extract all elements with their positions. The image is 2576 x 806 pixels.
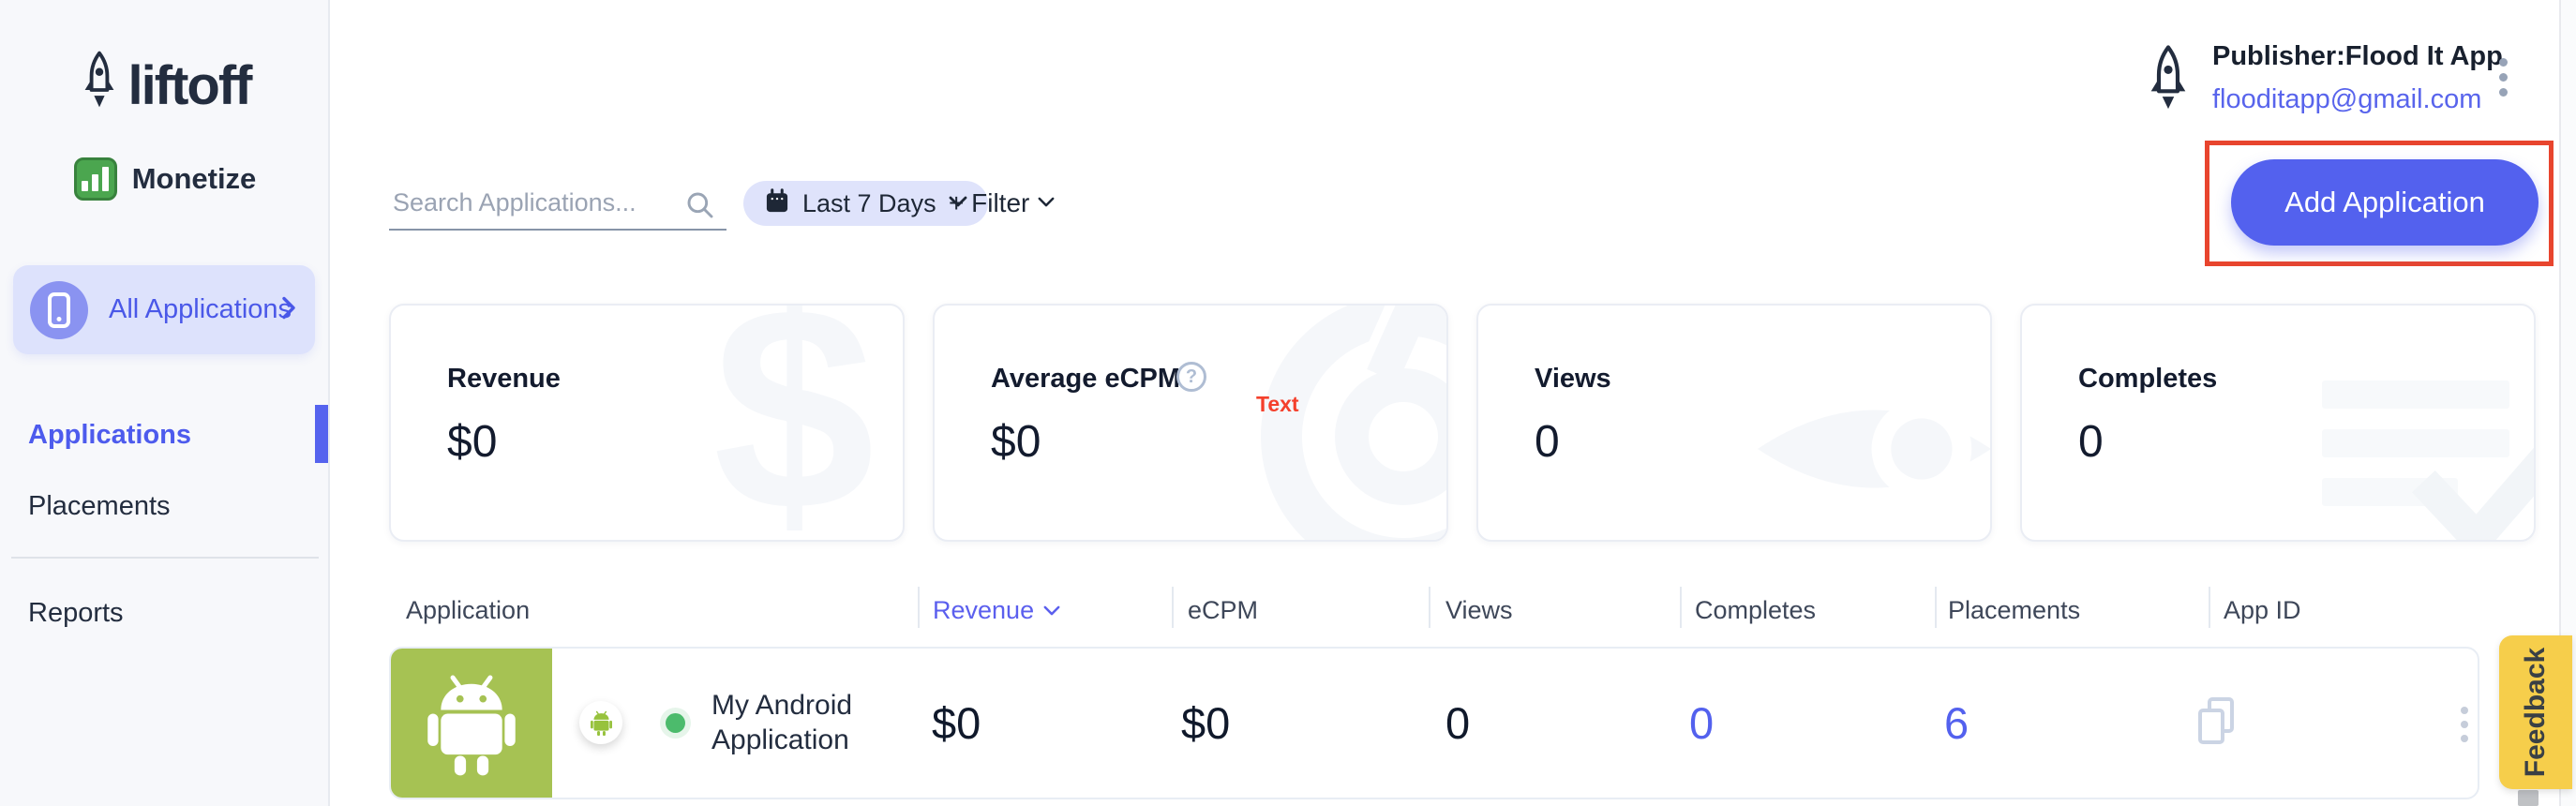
stat-card-revenue: $ Revenue $0	[389, 304, 905, 542]
liftoff-logo: liftoff	[0, 49, 330, 123]
chevron-down-icon	[949, 195, 967, 212]
dollar-watermark-icon: $	[712, 304, 875, 542]
product-label: Monetize	[131, 162, 257, 195]
add-application-button[interactable]: Add Application	[2231, 159, 2539, 246]
column-divider	[918, 587, 920, 628]
platform-badge	[579, 701, 622, 744]
stat-card-completes: Completes 0	[2020, 304, 2536, 542]
active-nav-indicator	[315, 405, 328, 463]
cell-views: 0	[1445, 698, 1471, 748]
card-value: $0	[991, 417, 1041, 467]
search-icon	[685, 190, 715, 225]
sort-chevron-down-icon	[1043, 605, 1060, 616]
column-divider	[1935, 587, 1937, 628]
brand-name: liftoff	[127, 55, 253, 116]
monetize-bars-icon	[73, 157, 117, 201]
sidebar-item-placements[interactable]: Placements	[28, 491, 171, 521]
stat-card-average-ecpm: Average eCPM ? Text $0	[933, 304, 1448, 542]
date-range-dropdown[interactable]: Last 7 Days	[743, 181, 988, 226]
help-icon[interactable]: ?	[1176, 362, 1206, 392]
copy-app-id-icon[interactable]	[2198, 697, 2241, 750]
sidebar-item-reports[interactable]: Reports	[28, 598, 124, 628]
filter-dropdown[interactable]: + Filter	[949, 181, 1055, 226]
column-divider	[1680, 587, 1682, 628]
row-menu-kebab-icon[interactable]	[2461, 707, 2468, 742]
chevron-down-icon	[1038, 195, 1055, 212]
chevron-right-icon	[281, 295, 296, 324]
card-value: 0	[2078, 417, 2104, 467]
feedback-label: Feedback	[2520, 647, 2551, 778]
android-app-tile	[391, 649, 552, 798]
column-header-label: Revenue	[933, 596, 1035, 624]
sidebar-item-applications[interactable]: Applications	[28, 420, 192, 450]
column-divider	[1429, 587, 1430, 628]
publisher-email-link[interactable]: flooditapp@gmail.com	[2212, 84, 2482, 114]
sidebar-divider	[11, 557, 319, 559]
column-header-placements[interactable]: Placements	[1948, 596, 2081, 624]
product-monetize: Monetize	[0, 157, 330, 201]
publisher-menu-kebab-icon[interactable]	[2499, 58, 2508, 97]
copy-front-sheet	[2198, 709, 2224, 744]
eye-watermark-icon	[1757, 398, 1990, 500]
rocket-logo-icon	[80, 49, 119, 123]
list-checkmark-watermark-icon	[2322, 381, 2534, 540]
column-divider	[2209, 587, 2210, 628]
vertical-scrollbar-thumb[interactable]	[2518, 790, 2539, 806]
publisher-name: Publisher:Flood It App	[2212, 41, 2503, 71]
card-title: Completes	[2078, 364, 2218, 394]
column-header-completes[interactable]: Completes	[1695, 596, 1817, 624]
card-title: Revenue	[447, 364, 561, 394]
status-active-dot	[666, 713, 685, 733]
all-applications-label: All Applications	[109, 294, 292, 324]
card-value: 0	[1535, 417, 1560, 467]
column-divider	[1172, 587, 1174, 628]
card-title: Views	[1535, 364, 1611, 394]
feedback-tab[interactable]: Feedback	[2499, 635, 2572, 789]
annotation-highlight-box	[2205, 141, 2554, 266]
column-header-revenue-sorted[interactable]: Revenue	[933, 596, 1060, 625]
column-header-application[interactable]: Application	[406, 596, 531, 624]
sidebar-item-all-applications[interactable]: All Applications	[13, 265, 315, 354]
sidebar: liftoff Monetize All Applications Applic…	[0, 0, 330, 806]
stat-card-views: Views 0	[1476, 304, 1992, 542]
filter-label: + Filter	[949, 188, 1030, 217]
vertical-scrollbar-track[interactable]	[2559, 0, 2576, 806]
android-platform-icon	[590, 710, 612, 736]
publisher-rocket-icon	[2145, 41, 2192, 130]
column-header-ecpm[interactable]: eCPM	[1188, 596, 1259, 624]
phone-circle-icon	[30, 280, 88, 339]
search-input[interactable]	[389, 176, 726, 231]
radial-rings-watermark-icon	[1261, 306, 1446, 540]
cell-placements-link[interactable]: 6	[1944, 698, 1969, 748]
cell-ecpm: $0	[1181, 698, 1231, 748]
android-robot-icon	[427, 674, 516, 775]
calendar-icon	[764, 187, 790, 219]
table-row-my-android-application[interactable]: My Android Application $0 $0 0 0 6	[389, 647, 2479, 799]
card-title: Average eCPM	[991, 364, 1181, 394]
annotation-text-label: Text	[1256, 392, 1299, 416]
smartphone-icon	[48, 291, 70, 328]
date-range-value: Last 7 Days	[802, 188, 936, 217]
column-header-app-id[interactable]: App ID	[2224, 596, 2301, 624]
column-header-views[interactable]: Views	[1445, 596, 1513, 624]
cell-completes-link[interactable]: 0	[1689, 698, 1715, 748]
application-name[interactable]: My Android Application	[711, 690, 853, 755]
cell-revenue: $0	[932, 698, 981, 748]
card-value: $0	[447, 417, 498, 467]
